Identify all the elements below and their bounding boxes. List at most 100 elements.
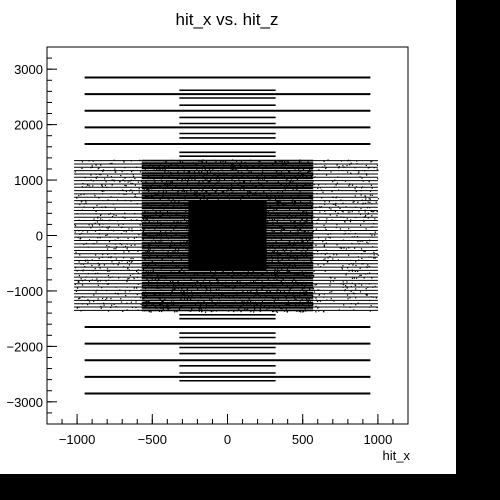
hit-point — [204, 180, 206, 182]
hit-point — [275, 182, 277, 184]
hit-point — [205, 161, 208, 163]
hit-point — [204, 309, 206, 311]
hit-point — [79, 238, 81, 240]
hit-point — [148, 195, 150, 197]
hit-point — [350, 285, 352, 288]
hit-point — [283, 218, 285, 220]
hit-point — [366, 293, 368, 295]
hit-point — [373, 251, 375, 253]
hit-point — [99, 280, 102, 282]
hit-point — [156, 233, 158, 235]
hit-point — [87, 246, 89, 248]
hit-point — [123, 266, 125, 268]
hit-point — [90, 174, 92, 176]
hit-point — [309, 306, 311, 309]
hit-point — [101, 206, 103, 208]
hit-point — [233, 310, 235, 313]
hit-point — [301, 240, 303, 243]
hit-point — [177, 165, 179, 167]
hit-point — [198, 181, 200, 183]
hit-point — [193, 297, 196, 299]
hit-point — [240, 166, 242, 168]
hit-point — [121, 189, 124, 191]
hit-point — [362, 202, 364, 204]
hit-point — [92, 160, 94, 162]
hit-point — [176, 223, 178, 225]
hit-point — [301, 224, 303, 227]
hit-point — [134, 240, 136, 242]
hit-point — [159, 198, 161, 200]
hit-point — [166, 227, 168, 229]
hit-point — [219, 169, 221, 172]
hit-point — [171, 262, 173, 264]
hit-point — [262, 272, 264, 274]
hit-point — [126, 309, 128, 311]
hit-point — [166, 211, 169, 213]
hit-point — [114, 243, 117, 245]
hit-point — [178, 248, 180, 250]
hit-point — [194, 176, 196, 178]
hit-point — [277, 187, 279, 189]
hit-point — [158, 267, 161, 269]
hit-point — [75, 251, 77, 253]
hit-point — [187, 215, 189, 218]
hit-point — [365, 266, 367, 268]
hit-point — [91, 166, 94, 168]
hit-point — [329, 284, 331, 286]
hit-point — [273, 218, 276, 220]
hit-point — [165, 161, 167, 163]
hit-point — [305, 184, 307, 186]
hit-point — [108, 219, 110, 222]
hit-point — [370, 226, 372, 228]
hit-point — [281, 268, 283, 270]
hit-point — [232, 164, 234, 166]
hit-point — [177, 193, 179, 196]
hit-point — [301, 238, 303, 240]
hit-point — [234, 173, 236, 175]
hit-point — [172, 202, 174, 205]
hit-point — [88, 224, 90, 226]
hit-point — [325, 163, 327, 165]
hit-point — [274, 268, 276, 271]
hit-point — [358, 171, 360, 173]
hit-point — [301, 272, 303, 275]
hit-point — [304, 308, 306, 310]
hit-point — [110, 257, 112, 259]
hit-point — [260, 303, 262, 305]
hit-point — [226, 174, 228, 176]
hit-point — [223, 199, 225, 202]
hit-point — [206, 198, 209, 200]
hit-point — [368, 166, 371, 169]
hit-point — [210, 283, 212, 285]
hit-point — [187, 178, 190, 180]
hit-point — [274, 195, 276, 198]
hit-point — [124, 212, 126, 214]
hit-point — [352, 262, 355, 265]
hit-point — [352, 292, 354, 294]
hit-point — [299, 228, 301, 231]
hit-point — [288, 291, 290, 293]
hit-point — [161, 309, 163, 311]
hit-point — [184, 296, 186, 298]
hit-point — [185, 252, 187, 254]
hit-point — [331, 219, 333, 221]
hit-point — [198, 193, 200, 196]
hit-point — [214, 183, 216, 185]
hit-point — [118, 261, 120, 263]
hit-point — [97, 216, 99, 218]
hit-point — [260, 195, 262, 197]
hit-point — [287, 240, 289, 242]
hit-point — [374, 231, 376, 233]
hit-point — [75, 290, 78, 292]
hit-point — [362, 240, 364, 242]
hit-point — [271, 164, 274, 166]
hit-point — [304, 276, 306, 278]
hit-point — [316, 193, 318, 195]
hit-point — [177, 302, 179, 304]
hit-point — [369, 299, 371, 302]
hit-point — [373, 257, 375, 259]
hit-point — [359, 274, 361, 277]
hit-point — [193, 162, 195, 164]
hit-point — [196, 162, 198, 165]
hit-point — [302, 240, 304, 242]
